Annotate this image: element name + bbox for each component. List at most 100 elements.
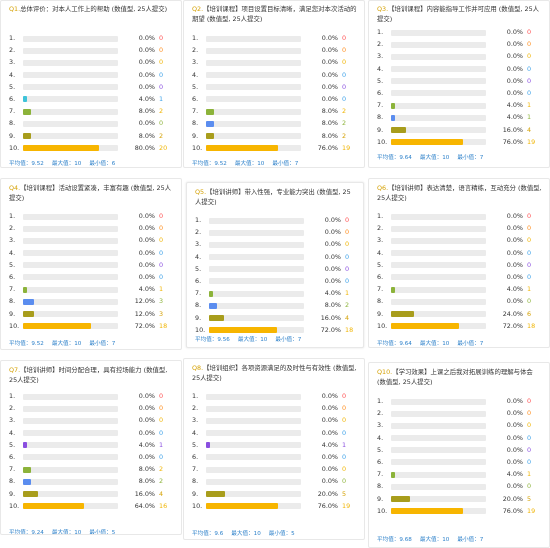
option-percent: 0.0% [321, 70, 338, 79]
option-label: 7. [377, 470, 384, 479]
bar-track [391, 102, 486, 109]
option-percent: 80.0% [134, 143, 155, 152]
bar-track [23, 323, 118, 330]
option-count: 2 [345, 301, 350, 310]
option-label: 5. [377, 260, 384, 269]
bar-fill [23, 503, 84, 510]
bar-track [206, 405, 301, 412]
option-count: 0 [527, 76, 532, 85]
max-value: 最大值：10 [419, 537, 450, 543]
bar-fill [23, 466, 31, 473]
option-percent: 0.0% [506, 28, 523, 36]
option-count: 2 [342, 119, 347, 128]
question-text: 【学习效果】上课之后我对拓展训练的理解与体会 (数值型, 25人提交) [377, 368, 533, 386]
question-number: Q3. [377, 5, 389, 13]
option-row: 8. 8.0% 2 [195, 300, 357, 312]
bar-fill [206, 108, 214, 115]
option-row: 8. 4.0% 1 [377, 112, 543, 124]
option-row: 9. 12.0% 3 [9, 309, 175, 321]
option-label: 6. [377, 88, 384, 97]
option-row: 4. 0.0% 0 [192, 70, 358, 82]
question-title: Q5.【培训讲师】带入性强，专业能力突出 (数值型, 25人提交) [195, 187, 357, 207]
option-row: 3. 0.0% 0 [377, 420, 543, 432]
option-count: 4 [345, 313, 350, 322]
option-label: 5. [377, 76, 384, 85]
option-row: 4. 0.0% 0 [9, 70, 175, 82]
bar-track [391, 78, 486, 85]
option-row: 10. 80.0% 20 [9, 143, 175, 155]
bar-fill [23, 108, 31, 115]
option-count: 1 [159, 440, 164, 449]
option-label: 10. [192, 501, 203, 510]
option-percent: 0.0% [324, 276, 341, 285]
option-count: 20 [159, 143, 168, 152]
option-percent: 72.0% [320, 325, 341, 334]
bar-track [391, 237, 486, 244]
bar-track [23, 466, 118, 473]
question-text: 总体评价：对本人工作上的帮助 (数值型, 25人提交) [20, 5, 168, 13]
option-count: 0 [345, 276, 350, 285]
option-label: 1. [9, 34, 16, 42]
question-number: Q4. [9, 184, 21, 192]
option-count: 0 [159, 46, 164, 55]
option-row: 10. 72.0% 18 [9, 321, 175, 333]
option-percent: 8.0% [138, 465, 155, 474]
average-value: 平均值：9.52 [9, 161, 44, 167]
option-percent: 0.0% [321, 94, 338, 103]
bar-track [391, 53, 486, 60]
option-percent: 0.0% [506, 409, 523, 418]
option-row: 4. 0.0% 0 [9, 428, 175, 440]
option-count: 18 [345, 325, 354, 334]
max-value: 最大值：10 [419, 155, 450, 161]
bar-track [391, 66, 486, 73]
bar-track [23, 84, 118, 91]
option-row: 5. 0.0% 0 [377, 76, 543, 88]
bar-track [23, 274, 118, 281]
option-count: 0 [342, 58, 347, 67]
min-value: 最小值：7 [457, 537, 484, 543]
option-count: 4 [159, 489, 164, 498]
option-label: 10. [9, 321, 20, 330]
option-row: 6. 0.0% 0 [192, 94, 358, 106]
bar-fill [206, 442, 210, 449]
option-label: 7. [9, 107, 16, 116]
summary-stats: 平均值：9.64 最大值：10 最小值：7 [377, 153, 491, 161]
option-row: 1. 0.0% 0 [9, 33, 175, 45]
bar-track [23, 120, 118, 127]
option-percent: 0.0% [324, 228, 341, 237]
question-card-7: Q7.【培训讲师】时间分配合理，具有控场能力 (数值型, 25人提交) 1. 0.0… [0, 360, 182, 535]
bar-track [23, 47, 118, 54]
option-label: 4. [192, 70, 199, 79]
option-label: 1. [192, 34, 199, 42]
option-percent: 8.0% [321, 107, 338, 116]
option-label: 2. [192, 46, 199, 55]
option-row: 2. 0.0% 0 [192, 45, 358, 57]
option-percent: 76.0% [317, 143, 338, 152]
option-percent: 0.0% [506, 297, 523, 306]
option-label: 6. [192, 452, 199, 461]
option-percent: 4.0% [506, 101, 523, 110]
option-count: 19 [342, 501, 351, 510]
bar-fill [209, 302, 217, 309]
option-count: 3 [159, 309, 164, 318]
option-row: 5. 0.0% 0 [9, 260, 175, 272]
question-title: Q8.【培训组织】各项资源满足的及时性与有效性 (数值型, 25人提交) [192, 363, 358, 383]
option-count: 0 [527, 64, 532, 73]
average-value: 平均值：9.52 [192, 161, 227, 167]
bar-fill [391, 323, 460, 330]
bar-fill [23, 145, 99, 152]
option-percent: 0.0% [321, 82, 338, 91]
bar-track [206, 466, 301, 473]
option-percent: 0.0% [506, 482, 523, 491]
option-list: 1. 0.0% 0 2. 0.0% 0 3. 0.0% 0 4. 0.0% 0 5. 0.0% 0 6. 0.0… [9, 211, 175, 333]
option-row: 7. 4.0% 1 [377, 100, 543, 112]
question-card-4: Q4.【培训课程】活动设置紧凑，丰富有趣 (数值型, 25人提交) 1. 0.0% 0… [0, 178, 182, 350]
option-label: 5. [192, 82, 199, 91]
bar-fill [23, 311, 35, 317]
bar-track [23, 59, 118, 66]
option-row: 7. 0.0% 0 [192, 464, 358, 476]
option-count: 2 [342, 131, 347, 140]
question-title: Q10.【学习效果】上课之后我对拓展训练的理解与体会 (数值型, 25人提交) [377, 367, 543, 387]
question-number: Q5. [195, 188, 207, 196]
option-label: 3. [377, 236, 384, 245]
